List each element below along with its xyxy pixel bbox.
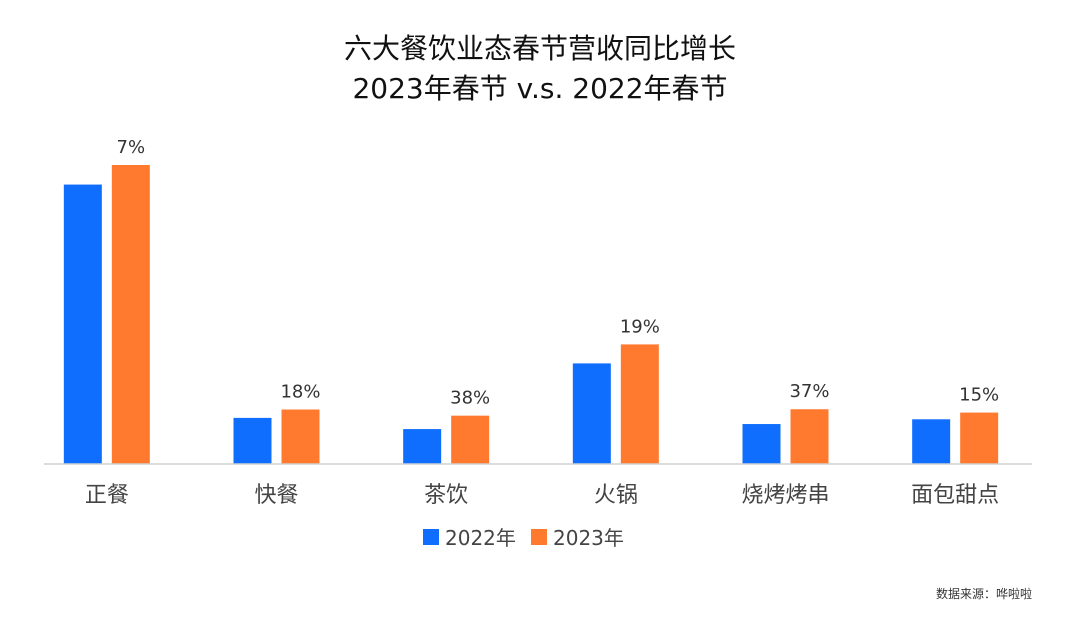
bar-2023-0 [111, 165, 150, 464]
data-label-0: 7% [117, 137, 146, 158]
chart-subtitle: 2023年春节 v.s. 2022年春节 [352, 72, 727, 105]
legend: 2022年 2023年 [423, 526, 624, 550]
bar-2023-3 [620, 344, 659, 464]
category-label-1: 快餐 [254, 483, 298, 508]
bar-2022-3 [572, 363, 611, 464]
data-label-2: 38% [450, 388, 490, 409]
bar-2022-5 [912, 419, 951, 464]
category-label-3: 火锅 [594, 483, 638, 508]
category-label-4: 烧烤烤串 [741, 483, 829, 508]
data-label-1: 18% [280, 382, 320, 403]
chart-title: 六大餐饮业态春节营收同比增长 [344, 32, 736, 65]
bar-2022-0 [63, 184, 102, 465]
bar-2022-2 [403, 429, 442, 464]
bar-2023-1 [281, 409, 320, 464]
legend-label-0: 2022年 [445, 526, 516, 550]
bar-2023-5 [960, 412, 999, 464]
bars-group: 7% 18% 38% 19% 37% 15% [63, 137, 999, 465]
bar-2022-4 [742, 424, 781, 464]
data-label-3: 19% [620, 316, 660, 337]
legend-swatch-0 [423, 529, 439, 545]
category-label-2: 茶饮 [424, 483, 468, 508]
category-label-0: 正餐 [85, 483, 129, 508]
bar-2022-1 [233, 417, 272, 464]
data-label-4: 37% [789, 381, 829, 402]
bar-2023-4 [790, 409, 829, 464]
category-labels: 正餐 快餐 茶饮 火锅 烧烤烤串 面包甜点 [85, 483, 999, 508]
bar-2023-2 [451, 415, 490, 464]
data-label-5: 15% [959, 385, 999, 406]
legend-swatch-1 [531, 529, 547, 545]
source-note: 数据来源：哗啦啦 [935, 587, 1032, 601]
category-label-5: 面包甜点 [911, 483, 999, 508]
legend-label-1: 2023年 [553, 526, 624, 550]
